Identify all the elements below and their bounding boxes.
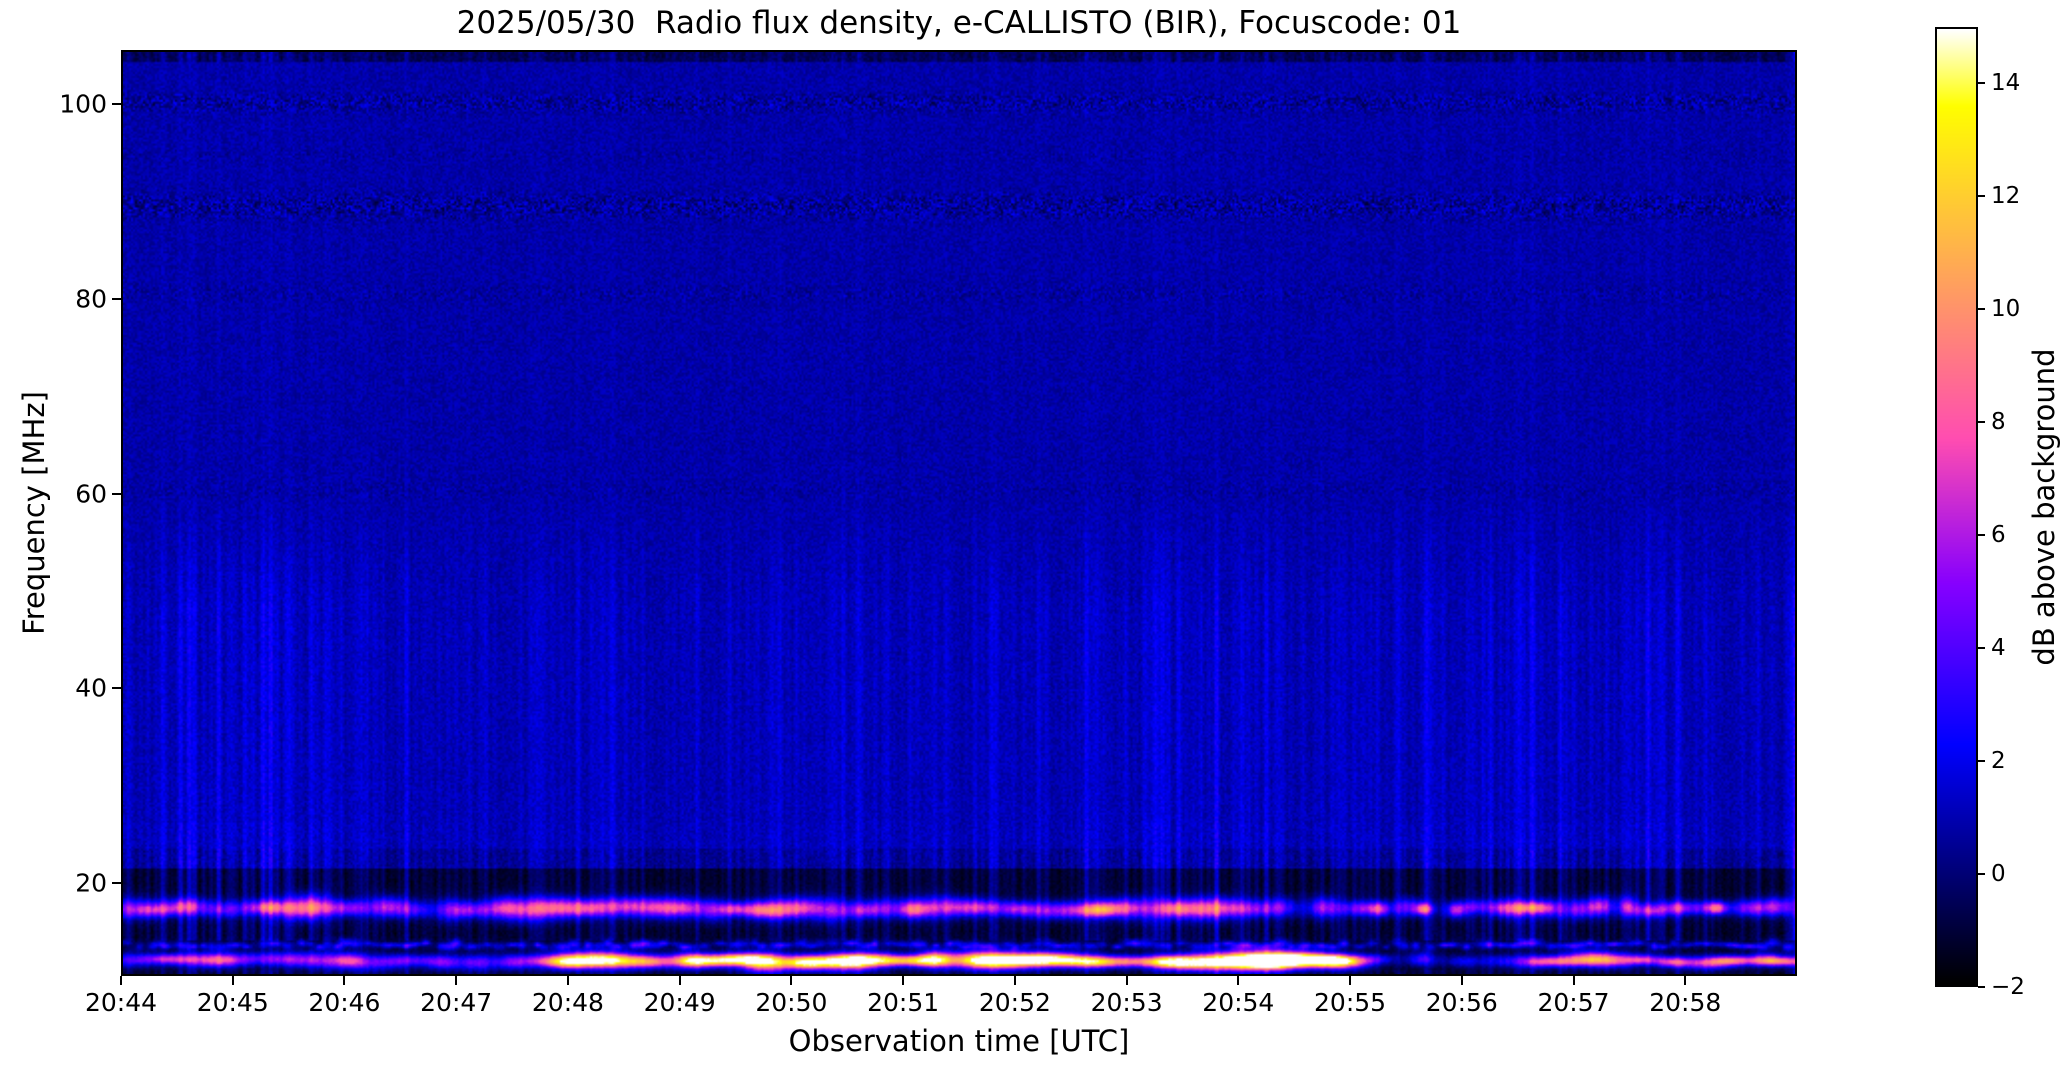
x-tick-label: 20:56 — [1425, 988, 1498, 1017]
y-tick-mark — [112, 102, 121, 105]
y-axis-label: Frequency [MHz] — [17, 391, 51, 635]
colorbar-tick-mark — [1978, 195, 1985, 198]
chart-title: 2025/05/30 Radio flux density, e-CALLIST… — [456, 5, 1462, 41]
colorbar-tick-mark — [1978, 421, 1985, 424]
x-tick-mark — [1684, 976, 1687, 985]
x-tick-mark — [343, 976, 346, 985]
colorbar-tick-mark — [1978, 760, 1985, 763]
x-tick-mark — [120, 976, 122, 985]
colorbar-canvas — [1937, 29, 1976, 985]
x-tick-label: 20:50 — [755, 988, 828, 1017]
x-tick-label: 20:51 — [867, 988, 940, 1017]
y-tick-label: 20 — [75, 868, 107, 898]
colorbar-tick-mark — [1978, 873, 1985, 876]
x-tick-mark — [1460, 976, 1463, 985]
x-tick-label: 20:57 — [1537, 988, 1610, 1017]
colorbar-tick-mark — [1978, 308, 1985, 311]
x-tick-mark — [1349, 976, 1352, 985]
x-tick-mark — [566, 976, 569, 985]
y-tick-label: 100 — [59, 89, 107, 119]
colorbar-tick-label: 2 — [1991, 748, 2006, 775]
colorbar-tick-mark — [1978, 986, 1985, 988]
x-tick-mark — [231, 976, 234, 985]
x-tick-mark — [1125, 976, 1128, 985]
y-tick-label: 60 — [75, 479, 107, 508]
colorbar-tick-label: 14 — [1991, 70, 2021, 97]
spectrogram-canvas — [123, 52, 1795, 974]
colorbar — [1935, 27, 1978, 987]
y-tick-mark — [112, 882, 121, 885]
x-tick-mark — [902, 976, 905, 985]
colorbar-label: dB above background — [2027, 348, 2061, 666]
colorbar-tick-label: 10 — [1991, 296, 2021, 323]
y-tick-label: 80 — [75, 284, 107, 314]
colorbar-tick-mark — [1978, 647, 1985, 650]
x-tick-label: 20:46 — [308, 988, 381, 1017]
x-tick-mark — [1013, 976, 1016, 985]
x-tick-label: 20:54 — [1202, 988, 1275, 1017]
x-tick-label: 20:55 — [1314, 988, 1387, 1017]
x-tick-label: 20:44 — [84, 988, 158, 1017]
x-tick-label: 20:52 — [978, 988, 1051, 1017]
colorbar-tick-label: 6 — [1991, 522, 2006, 549]
plot-area — [121, 50, 1797, 976]
x-tick-mark — [455, 976, 458, 985]
x-tick-mark — [1237, 976, 1240, 985]
y-tick-mark — [112, 492, 121, 495]
y-tick-label: 40 — [75, 673, 107, 703]
colorbar-tick-label: 8 — [1991, 409, 2006, 436]
colorbar-tick-label: 12 — [1991, 183, 2021, 210]
x-tick-label: 20:47 — [420, 988, 493, 1017]
colorbar-tick-mark — [1978, 82, 1985, 85]
colorbar-tick-label: 4 — [1991, 635, 2006, 662]
x-tick-mark — [1572, 976, 1575, 985]
x-tick-label: 20:45 — [196, 988, 269, 1017]
colorbar-tick-mark — [1978, 534, 1985, 537]
x-tick-label: 20:53 — [1090, 988, 1163, 1017]
x-axis-label: Observation time [UTC] — [788, 1024, 1130, 1058]
y-tick-mark — [112, 687, 121, 690]
x-tick-mark — [678, 976, 681, 985]
x-tick-mark — [790, 976, 793, 985]
x-tick-label: 20:48 — [531, 988, 604, 1017]
colorbar-tick-label: 0 — [1991, 861, 2006, 888]
x-tick-label: 20:49 — [643, 988, 716, 1017]
colorbar-tick-label: −2 — [1991, 974, 2025, 1000]
y-tick-mark — [112, 297, 121, 300]
x-tick-label: 20:58 — [1649, 988, 1722, 1017]
